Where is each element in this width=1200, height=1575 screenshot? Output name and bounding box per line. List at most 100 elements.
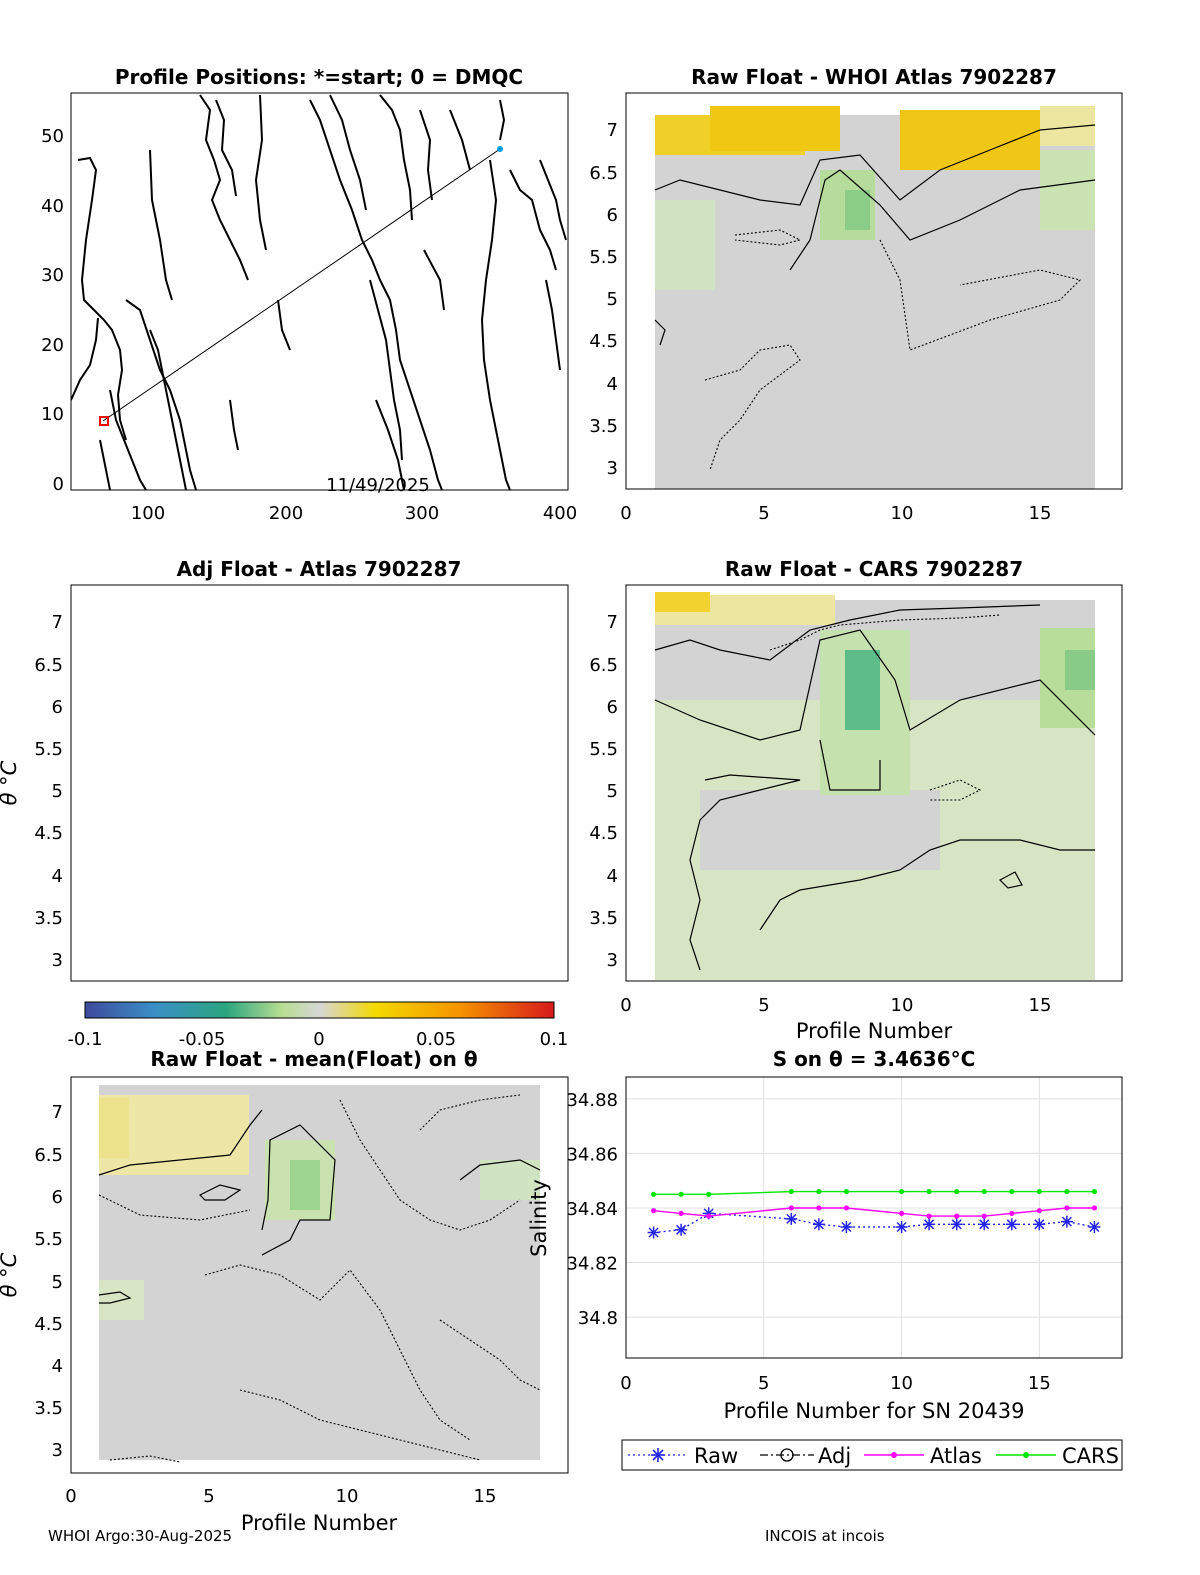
atlas-xtick-label: 0 xyxy=(620,503,631,524)
series-point-raw xyxy=(978,1218,991,1231)
map-ytick-label: 10 xyxy=(41,404,64,425)
series-point-atlas xyxy=(678,1210,684,1217)
series-point-cars xyxy=(981,1188,987,1195)
atlas-ytick-label: 5.5 xyxy=(589,247,618,268)
legend-label-cars: CARS xyxy=(1062,1444,1119,1468)
cars-ytick-label: 5 xyxy=(607,781,618,802)
atlas-yticks: 3 3.5 4 4.5 5 5.5 6 6.5 7 xyxy=(589,120,618,479)
series-point-atlas xyxy=(843,1205,850,1211)
salinity-xticks: 0 5 10 15 xyxy=(620,1373,1051,1394)
adj-ytick-label: 5 xyxy=(52,781,63,802)
salinity-ytick-label: 34.84 xyxy=(566,1199,618,1220)
series-point-raw xyxy=(895,1221,908,1233)
footer-left: WHOI Argo:30-Aug-2025 xyxy=(48,1527,232,1545)
series-point-cars xyxy=(678,1191,684,1197)
series-point-cars xyxy=(650,1191,657,1197)
mean-contour-dotted xyxy=(109,1455,181,1463)
mean-xtick-label: 10 xyxy=(336,1486,359,1507)
mean-ylabel: θ °C xyxy=(0,1252,21,1297)
mean-xtick-label: 5 xyxy=(203,1486,214,1507)
atlas-axes-box xyxy=(625,92,1123,490)
mean-contour xyxy=(98,1291,132,1304)
atlas-xtick-label: 5 xyxy=(758,503,769,524)
cars-ytick-label: 3.5 xyxy=(589,908,618,929)
series-line-atlas xyxy=(653,1207,1095,1217)
series-point-cars xyxy=(1064,1188,1070,1195)
atlas-ytick-label: 6.5 xyxy=(589,163,618,184)
cars-xtick-label: 0 xyxy=(620,995,631,1016)
series-point-atlas xyxy=(650,1208,657,1214)
series-point-atlas xyxy=(1091,1205,1098,1211)
series-point-atlas xyxy=(981,1213,987,1219)
mean-xtick-label: 0 xyxy=(65,1486,76,1507)
salinity-series xyxy=(647,1188,1101,1239)
colorbar-tick-label: 0.1 xyxy=(540,1029,569,1050)
map-panel: Profile Positions: *=start; 0 = DMQC xyxy=(41,65,577,524)
map-xtick-label: 200 xyxy=(269,503,303,524)
series-point-atlas xyxy=(954,1213,960,1219)
legend-entry-atlas: Atlas xyxy=(864,1444,982,1468)
atlas-ytick-label: 7 xyxy=(607,120,618,141)
adj-ytick-label: 6 xyxy=(52,697,63,718)
salinity-ytick-label: 34.86 xyxy=(566,1144,618,1165)
legend-label-atlas: Atlas xyxy=(930,1444,982,1468)
series-point-atlas xyxy=(706,1213,712,1219)
mean-title: Raw Float - mean(Float) on θ xyxy=(150,1047,477,1071)
series-point-atlas xyxy=(1064,1205,1070,1211)
colorbar-tick-label: 0.05 xyxy=(416,1029,456,1050)
map-yticks: 0 10 20 30 40 50 xyxy=(41,126,64,495)
series-point-cars xyxy=(788,1188,794,1195)
adj-ytick-label: 4 xyxy=(52,866,63,887)
cars-xtick-label: 15 xyxy=(1029,995,1052,1016)
salinity-xtick-label: 5 xyxy=(758,1373,769,1394)
map-axes-box xyxy=(70,92,569,491)
atlas-ytick-label: 6 xyxy=(607,205,618,226)
atlas-warm-band xyxy=(710,106,840,151)
mean-contour-dotted xyxy=(439,1319,541,1391)
series-point-cars xyxy=(706,1191,712,1197)
colorbar-tick-label: 0 xyxy=(313,1029,324,1050)
series-point-raw xyxy=(923,1218,936,1231)
atlas-green-patch xyxy=(1040,150,1095,230)
salinity-panel: S on θ = 3.4636°C 0 5 10 15 34.834.8234.843… xyxy=(527,1047,1123,1471)
series-point-raw xyxy=(1060,1215,1073,1228)
coastlines xyxy=(71,94,567,490)
mean-contour-dotted xyxy=(239,1389,481,1461)
colorbar: -0.1 -0.05 0 0.05 0.1 xyxy=(67,1001,569,1050)
series-point-cars xyxy=(926,1188,932,1195)
salinity-ylabel: Salinity xyxy=(527,1179,551,1257)
cars-contour xyxy=(689,774,801,971)
atlas-xticks: 0 5 10 15 xyxy=(620,503,1051,524)
cars-ytick-label: 4 xyxy=(607,866,618,887)
cars-grey-patch xyxy=(700,790,940,870)
series-point-raw xyxy=(785,1212,798,1225)
cars-xticks: 0 5 10 15 xyxy=(620,995,1051,1016)
atlas-ytick-label: 3.5 xyxy=(589,416,618,437)
series-point-cars xyxy=(843,1188,850,1195)
mean-xticks: 0 5 10 15 xyxy=(65,1486,496,1507)
colorbar-tick-label: -0.1 xyxy=(67,1029,102,1050)
mean-contour xyxy=(198,1184,242,1201)
cars-contour xyxy=(654,604,1041,661)
mean-ytick-label: 7 xyxy=(52,1102,63,1123)
map-xticks: 100 200 300 400 xyxy=(131,503,577,524)
cars-ytick-label: 3 xyxy=(607,950,618,971)
mean-ytick-label: 5.5 xyxy=(34,1229,63,1250)
cars-axes-box xyxy=(625,584,1123,982)
legend-label-raw: Raw xyxy=(694,1444,738,1468)
mean-contour-dotted xyxy=(204,1264,471,1441)
cars-ytick-label: 7 xyxy=(607,612,618,633)
mean-ytick-label: 5 xyxy=(52,1272,63,1293)
cars-ytick-label: 6.5 xyxy=(589,655,618,676)
series-point-raw xyxy=(812,1218,825,1231)
cars-warm-band xyxy=(655,592,710,612)
mean-ytick-label: 3.5 xyxy=(34,1398,63,1419)
cars-contour xyxy=(654,629,1096,741)
cars-contour xyxy=(999,871,1023,889)
series-point-atlas xyxy=(788,1205,794,1211)
legend-entry-raw: Raw xyxy=(628,1444,738,1468)
series-point-atlas xyxy=(1036,1208,1042,1214)
cars-xtick-label: 5 xyxy=(758,995,769,1016)
adj-title: Adj Float - Atlas 7902287 xyxy=(177,557,462,581)
cars-contour xyxy=(819,739,881,791)
